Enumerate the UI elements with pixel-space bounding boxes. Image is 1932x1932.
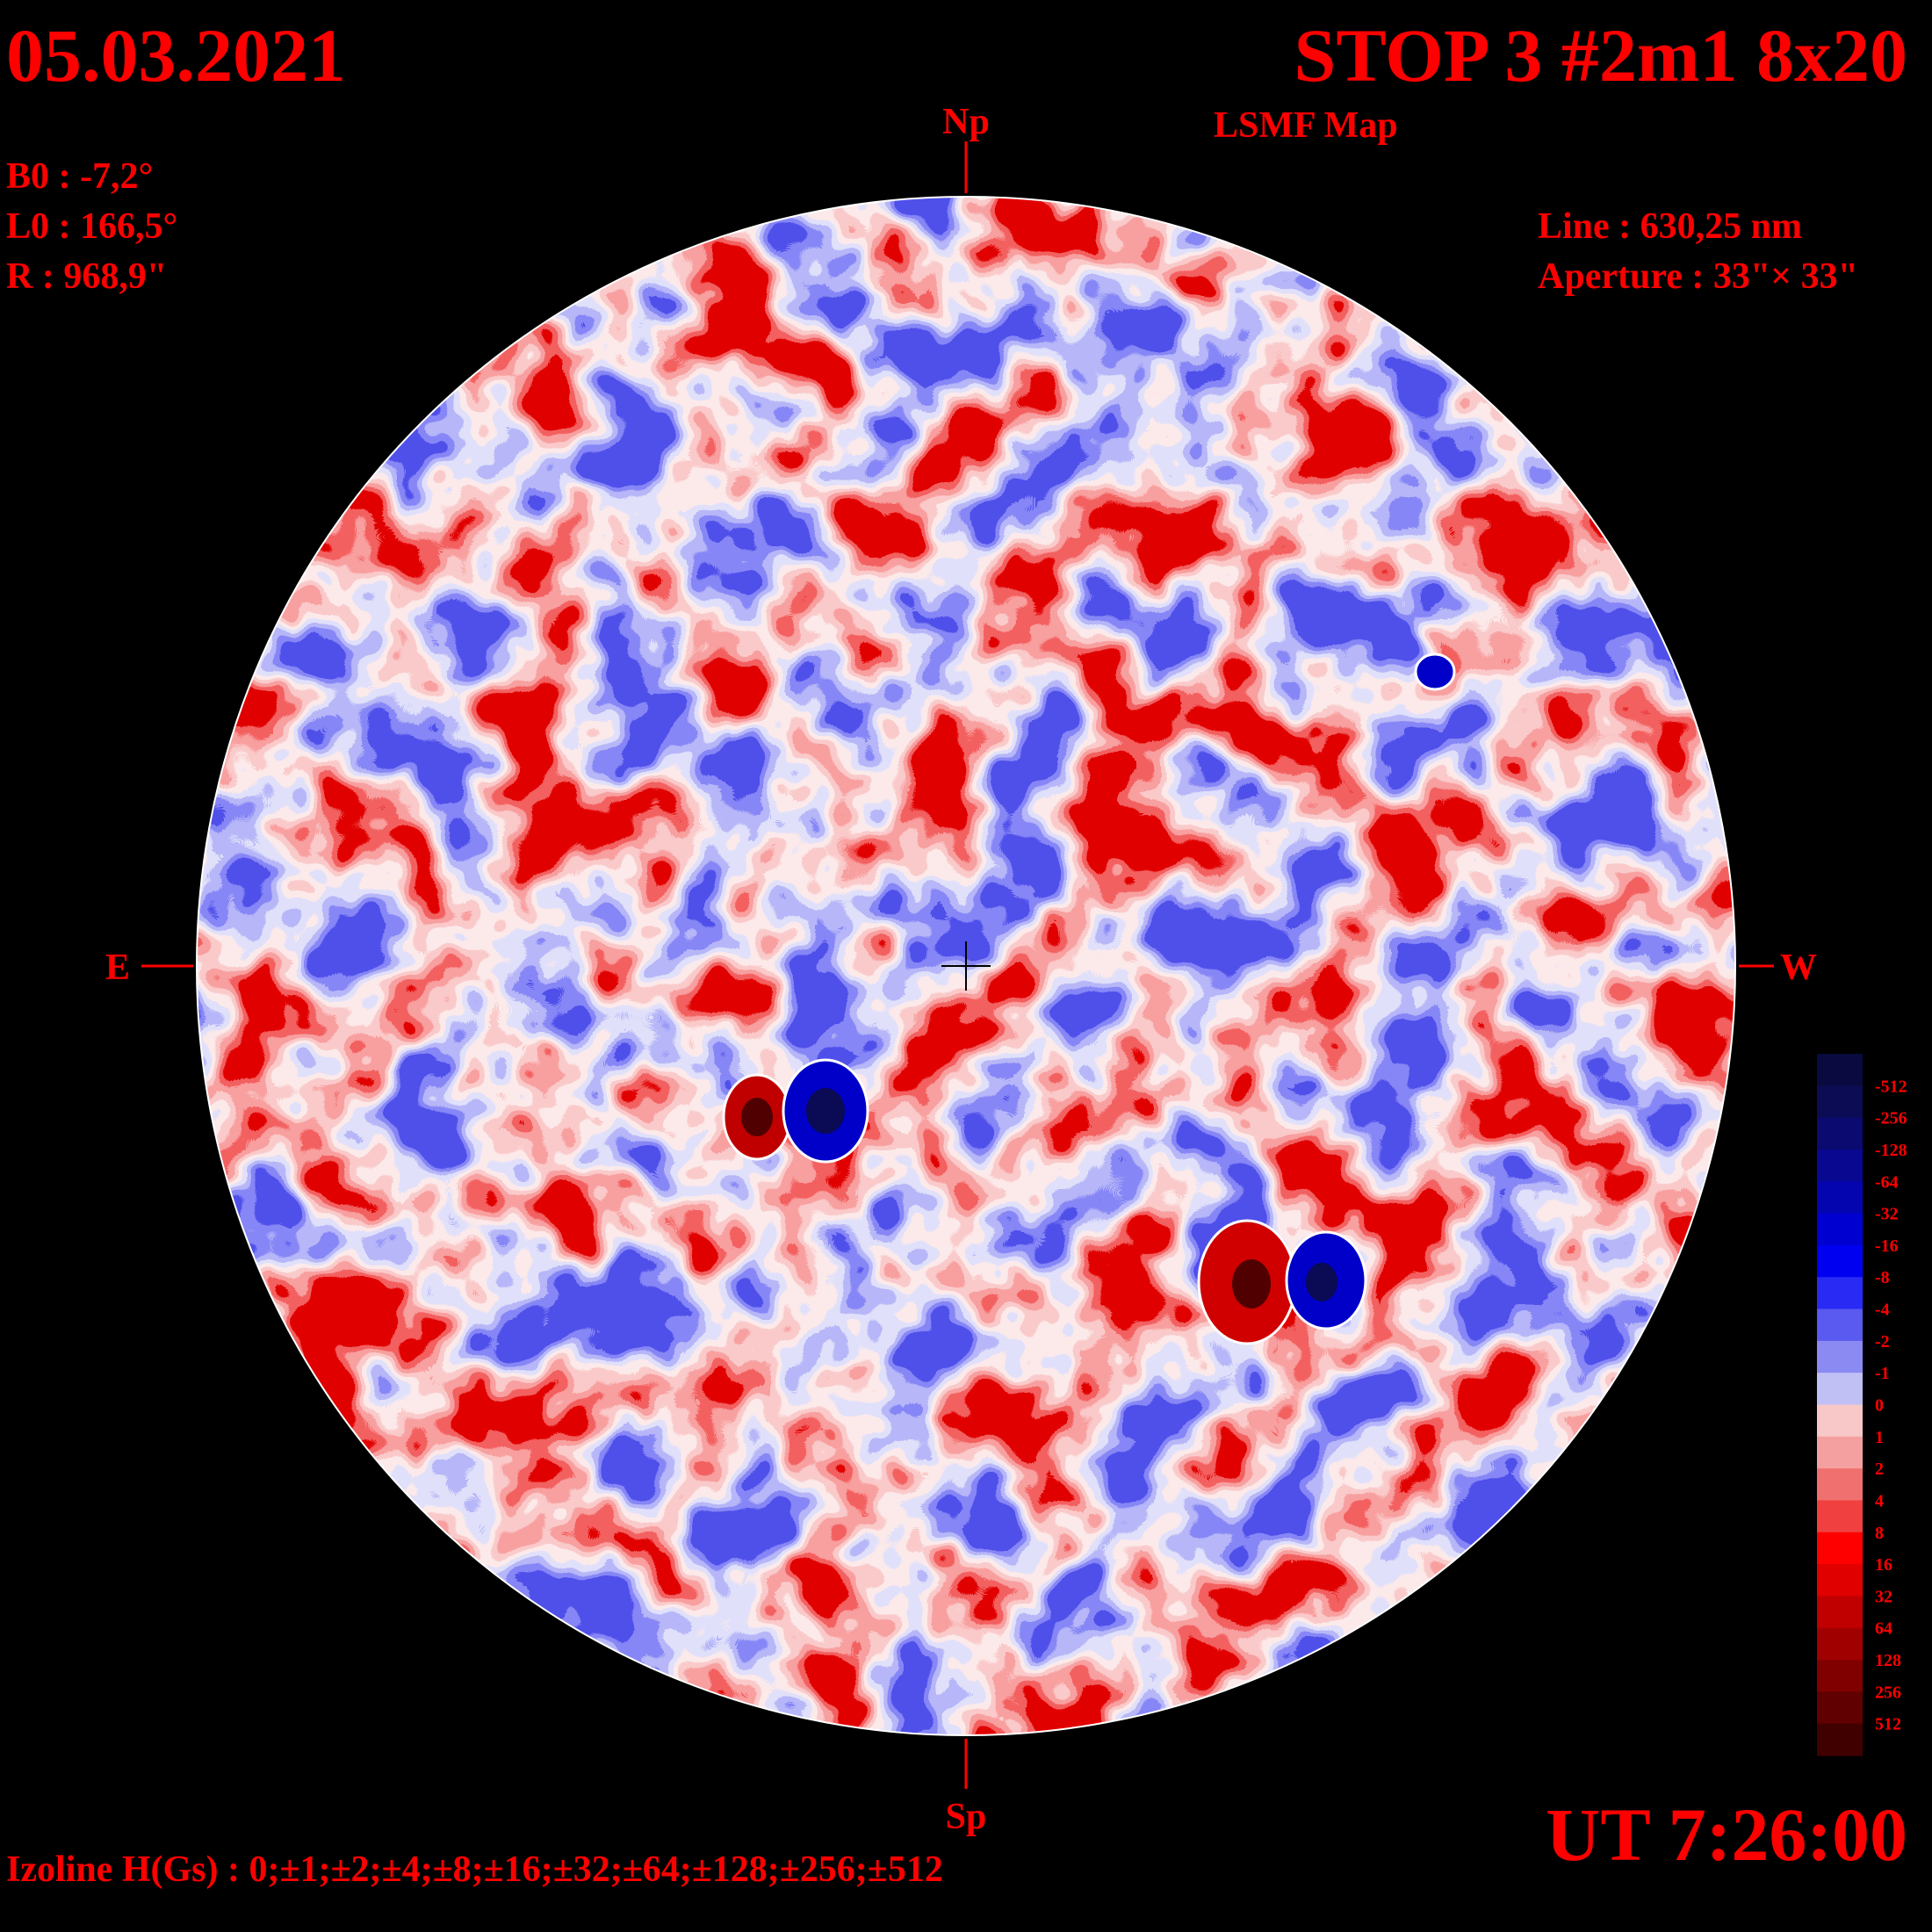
colorbar-band [1817, 1532, 1863, 1565]
colorbar-label: 1 [1875, 1428, 1884, 1447]
colorbar-band [1817, 1340, 1863, 1373]
colorbar-band [1817, 1373, 1863, 1405]
colorbar-band [1817, 1213, 1863, 1246]
colorbar-label: 512 [1875, 1715, 1901, 1734]
colorbar-label: 0 [1875, 1396, 1884, 1416]
colorbar: -512 -256 -128 -64 -32 -16 -8 -4 -2 -1 0 1 2 4 8 16 32 64… [1817, 1054, 1907, 1756]
colorbar-label: 32 [1875, 1587, 1892, 1606]
colorbar-band [1817, 1085, 1863, 1119]
colorbar-band [1817, 1277, 1863, 1310]
colorbar-band [1817, 1244, 1863, 1278]
colorbar-label: -1 [1875, 1364, 1890, 1383]
sunspot-core [1232, 1259, 1271, 1308]
colorbar-band [1817, 1660, 1863, 1692]
colorbar-band [1817, 1117, 1863, 1150]
colorbar-label: 256 [1875, 1683, 1901, 1702]
colorbar-label: -8 [1875, 1268, 1890, 1287]
param-b0: B0 : -7,2° [6, 156, 153, 197]
colorbar-label: 64 [1875, 1619, 1892, 1639]
title: STOP 3 #2m1 8x20 [1294, 13, 1907, 97]
colorbar-band [1817, 1054, 1863, 1086]
line-info: Line : 630,25 nm [1538, 206, 1802, 247]
orientation-ticks [141, 141, 1774, 1789]
colorbar-label: 8 [1875, 1524, 1884, 1543]
param-l0: L0 : 166,5° [6, 206, 177, 247]
colorbar-label: -16 [1875, 1236, 1899, 1256]
colorbar-label: 128 [1875, 1651, 1901, 1670]
aperture-info: Aperture : 33"× 33" [1538, 256, 1858, 297]
colorbar-band [1817, 1436, 1863, 1469]
time: UT 7:26:00 [1546, 1792, 1907, 1877]
colorbar-label: -64 [1875, 1172, 1899, 1192]
colorbar-label: -32 [1875, 1205, 1899, 1224]
east-label: E [105, 948, 130, 988]
south-label: Sp [946, 1797, 987, 1837]
colorbar-label: -2 [1875, 1332, 1890, 1352]
param-r: R : 968,9" [6, 256, 167, 297]
colorbar-band [1817, 1500, 1863, 1533]
sunspot-core [741, 1098, 773, 1136]
colorbar-label: -256 [1875, 1109, 1907, 1128]
colorbar-band [1817, 1596, 1863, 1629]
colorbar-label: -4 [1875, 1301, 1890, 1320]
colorbar-label: 2 [1875, 1460, 1884, 1479]
west-label: W [1780, 948, 1817, 988]
disk-limb [196, 196, 1736, 1736]
colorbar-band [1817, 1691, 1863, 1725]
colorbar-label: -128 [1875, 1141, 1907, 1160]
colorbar-band [1817, 1468, 1863, 1501]
colorbar-band [1817, 1308, 1863, 1342]
small-spot [1414, 652, 1456, 691]
colorbar-band [1817, 1404, 1863, 1438]
colorbar-label: 4 [1875, 1491, 1884, 1510]
colorbar-band [1817, 1723, 1863, 1756]
sunspot-core [1306, 1263, 1337, 1301]
north-label: Np [942, 102, 990, 142]
center-cross [941, 941, 991, 991]
isoline-note: Izoline H(Gs) : 0;±1;±2;±4;±8;±16;±32;±6… [6, 1849, 943, 1890]
colorbar-band [1817, 1627, 1863, 1661]
subtitle: LSMF Map [1214, 105, 1398, 146]
colorbar-band [1817, 1564, 1863, 1597]
date: 05.03.2021 [6, 13, 346, 97]
colorbar-band [1817, 1149, 1863, 1182]
colorbar-band [1817, 1181, 1863, 1215]
colorbar-label: 16 [1875, 1555, 1892, 1575]
colorbar-label: -512 [1875, 1077, 1907, 1096]
sunspot-core [806, 1088, 845, 1134]
